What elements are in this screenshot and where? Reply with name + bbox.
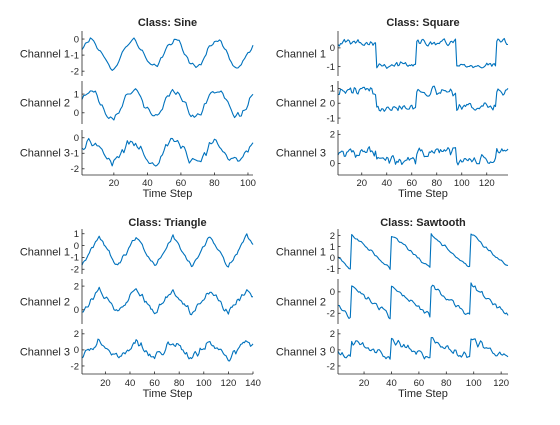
x-tick-label: 40 [125,378,136,389]
y-tick-label: 0 [330,345,335,356]
y-tick-label: 0 [330,43,335,54]
signal-line [81,137,254,167]
y-tick-label: -1 [71,253,79,264]
y-tick-label: 2 [330,231,335,242]
x-tick-label: 40 [381,178,392,189]
x-tick-label: 80 [431,178,442,189]
channel-label: Channel 3 [276,347,326,359]
x-tick-label: 60 [414,378,425,389]
x-tick-label: 100 [454,178,470,189]
signal-line [337,336,509,360]
channel-label: Channel 3 [276,148,326,160]
x-tick-label: 20 [109,178,120,189]
channel-label: Channel 1 [276,247,326,259]
x-tick-label: 20 [359,378,370,389]
y-tick-label: -2 [71,265,79,276]
y-tick-label: -2 [327,361,335,372]
channel-label: Channel 2 [20,297,70,309]
x-axis-label: Time Step [398,188,448,200]
y-tick-label: -1 [327,62,335,73]
channel-label: Channel 2 [276,98,326,110]
x-tick-label: 80 [174,378,185,389]
y-tick-label: 2 [330,329,335,340]
y-tick-label: -1 [71,50,79,61]
x-tick-label: 60 [176,178,187,189]
panel-title: Class: Square [386,17,459,29]
x-tick-label: 120 [479,178,495,189]
signal-line [82,286,254,316]
signal-line [337,37,509,69]
y-tick-label: 0 [74,108,79,119]
panel-title: Class: Triangle [128,217,206,229]
y-tick-label: -1 [71,149,79,160]
x-tick-label: 80 [209,178,220,189]
signal-line [337,85,509,112]
signal-line [337,282,509,320]
y-tick-label: 0 [74,345,79,356]
y-tick-label: 0 [74,34,79,45]
channel-label: Channel 2 [276,297,326,309]
panel-title: Class: Sawtooth [380,217,466,229]
x-tick-label: 20 [100,378,111,389]
signal-line [337,146,509,166]
signal-line [81,233,254,268]
y-tick-label: 1 [330,84,335,95]
y-tick-label: 2 [330,130,335,141]
channel-label: Channel 1 [20,247,70,259]
y-tick-label: 2 [74,329,79,340]
x-tick-label: 100 [196,378,212,389]
x-axis-label: Time Step [398,388,448,400]
y-tick-label: 1 [74,89,79,100]
channel-label: Channel 3 [20,148,70,160]
channel-label: Channel 3 [20,347,70,359]
x-tick-label: 20 [356,178,367,189]
y-tick-label: 0 [330,99,335,110]
x-tick-label: 120 [493,378,509,389]
y-tick-label: 0 [330,159,335,170]
y-tick-label: 1 [74,229,79,240]
y-tick-label: 1 [330,242,335,253]
x-tick-label: 80 [441,378,452,389]
x-axis-label: Time Step [143,388,193,400]
y-tick-label: 2 [74,281,79,292]
x-tick-label: 40 [386,378,397,389]
y-tick-label: -2 [327,309,335,320]
y-tick-label: -1 [327,264,335,275]
y-tick-label: -1 [327,113,335,124]
y-tick-label: 0 [74,305,79,316]
y-tick-label: 0 [74,241,79,252]
y-tick-label: 0 [74,133,79,144]
y-tick-label: -2 [71,361,79,372]
x-tick-label: 140 [245,378,261,389]
signal-line [337,233,509,270]
x-tick-label: 100 [240,178,256,189]
y-tick-label: 0 [330,287,335,298]
x-axis-label: Time Step [143,188,193,200]
y-tick-label: -2 [71,164,79,175]
signal-line [81,338,254,362]
x-tick-label: 40 [142,178,153,189]
channel-label: Channel 2 [20,98,70,110]
x-tick-label: 60 [149,378,160,389]
y-tick-label: 0 [330,253,335,264]
x-tick-label: 120 [220,378,236,389]
x-tick-label: 60 [406,178,417,189]
channel-label: Channel 1 [20,49,70,61]
panel-title: Class: Sine [138,17,197,29]
y-tick-label: -2 [71,66,79,77]
channel-label: Channel 1 [276,49,326,61]
signal-line [81,88,254,121]
x-tick-label: 100 [466,378,482,389]
signal-line [81,37,254,71]
